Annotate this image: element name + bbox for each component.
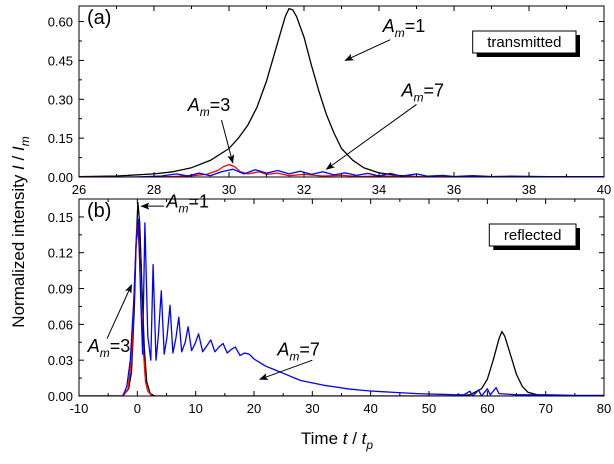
x-tick-label: 40: [363, 401, 377, 416]
annotation-arrow: [258, 359, 313, 380]
panel-label: (b): [87, 200, 111, 222]
x-tick-label: 28: [147, 182, 161, 197]
x-tick-label: 50: [422, 401, 436, 416]
y-tick-label: 0.00: [48, 170, 73, 185]
x-tick-label: 34: [372, 182, 386, 197]
x-tick-label: 38: [522, 182, 536, 197]
x-tick-label: 36: [447, 182, 461, 197]
panel-label: (a): [87, 7, 111, 29]
annotation-label: Am=3: [87, 336, 131, 360]
x-tick-label: 40: [597, 182, 611, 197]
x-tick-label: 60: [480, 401, 494, 416]
y-axis-title: Normalized intensity I / Im: [9, 136, 32, 327]
x-tick-label: 10: [188, 401, 202, 416]
x-tick-label: 20: [247, 401, 261, 416]
panel-1: -10 0 10 20 30 40 50 60 70 80 0.00 0.03 0.06 0.09 0.12…: [48, 191, 612, 416]
y-tick-label: 0.06: [48, 317, 73, 332]
annotation-label: Am=1: [166, 191, 210, 215]
annotation-label: Am=7: [401, 81, 445, 105]
annotation-arrow: [344, 39, 391, 61]
annotation-arrow: [325, 104, 417, 170]
label-box: [472, 30, 577, 54]
x-tick-label: 80: [597, 401, 611, 416]
x-tick-label: 30: [222, 182, 236, 197]
annotation-arrow: [221, 119, 235, 164]
label-box-text: transmitted: [487, 34, 561, 51]
y-tick-label: 0.45: [48, 53, 73, 68]
x-tick-label: 32: [297, 182, 311, 197]
series-line-0-0: [79, 7, 604, 177]
y-tick-label: 0.00: [48, 389, 73, 404]
x-tick-label: -10: [70, 401, 89, 416]
x-tick-label: 0: [134, 401, 141, 416]
annotation-label: Am=1: [382, 16, 426, 40]
series-line-1-1: [79, 224, 604, 396]
label-box: [488, 223, 577, 247]
y-tick-label: 0.15: [48, 210, 73, 225]
x-tick-label: 30: [305, 401, 319, 416]
y-tick-label: 0.12: [48, 246, 73, 261]
series-line-1-2: [79, 218, 604, 396]
annotation-arrow: [106, 284, 132, 339]
series-line-0-2: [79, 168, 604, 177]
x-tick-label: 70: [538, 401, 552, 416]
annotation-label: Am=3: [187, 95, 231, 119]
label-box-text: reflected: [504, 227, 562, 244]
x-axis-title: Time t / tp: [301, 429, 374, 452]
y-tick-label: 0.60: [48, 15, 73, 30]
annotation-label: Am=7: [276, 339, 320, 363]
y-tick-label: 0.15: [48, 131, 73, 146]
panel-0: 26 28 30 32 34 36 38 40 0.00 0.15 0.30 0.45 0.60 (a) t…: [48, 5, 611, 197]
y-tick-label: 0.03: [48, 353, 73, 368]
y-tick-label: 0.30: [48, 92, 73, 107]
y-tick-label: 0.09: [48, 282, 73, 297]
x-tick-label: 26: [72, 182, 86, 197]
